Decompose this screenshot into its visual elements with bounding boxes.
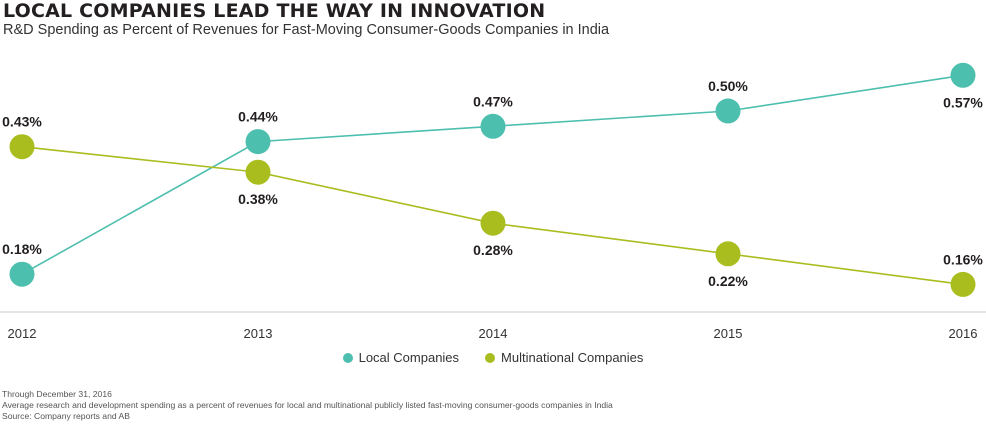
data-point-s1-2016 (950, 271, 976, 297)
data-label-s0-2013: 0.44% (238, 109, 278, 125)
data-label-s1-2015: 0.22% (708, 273, 748, 289)
data-label-s1-2016: 0.16% (943, 251, 983, 267)
x-tick-label-2014: 2014 (479, 326, 508, 341)
data-label-s0-2015: 0.50% (708, 78, 748, 94)
legend-multinational-swatch (485, 352, 496, 363)
legend-local-label: Local Companies (358, 350, 460, 365)
line-chart: 2012 2013 2014 2015 2016 0.18% 0.44% 0.47% 0.50%… (0, 62, 986, 341)
legend-item-multinational: Multinational Companies (485, 350, 643, 365)
footnote-source: Source: Company reports and AB (2, 411, 131, 421)
data-point-s0-2012 (9, 261, 35, 287)
data-point-s1-2012 (9, 134, 35, 160)
legend-local-swatch (342, 352, 353, 363)
data-point-s0-2015 (715, 98, 741, 124)
footnote-description: Average research and development spendin… (2, 400, 613, 410)
data-label-s1-2013: 0.38% (238, 191, 278, 207)
x-tick-label-2013: 2013 (244, 326, 273, 341)
data-label-s0-2014: 0.47% (473, 93, 513, 109)
data-label-s0-2012: 0.18% (2, 241, 42, 257)
data-label-s0-2016: 0.57% (943, 94, 983, 110)
x-tick-label-2016: 2016 (949, 326, 978, 341)
legend-multinational-label: Multinational Companies (501, 350, 644, 365)
legend: Local Companies Multinational Companies (0, 350, 986, 365)
data-label-s1-2014: 0.28% (473, 242, 513, 258)
footnotes: Through December 31, 2016 Average resear… (2, 389, 613, 422)
data-point-s0-2014 (480, 113, 506, 139)
data-label-s1-2012: 0.43% (2, 114, 42, 130)
x-tick-label-2015: 2015 (714, 326, 743, 341)
data-point-s1-2014 (480, 210, 506, 236)
x-tick-label-2012: 2012 (8, 326, 37, 341)
data-point-s0-2016 (950, 62, 976, 88)
data-point-s1-2015 (715, 241, 741, 267)
data-point-s0-2013 (245, 129, 271, 155)
legend-item-local: Local Companies (342, 350, 460, 365)
footnote-date: Through December 31, 2016 (2, 389, 112, 399)
data-point-s1-2013 (245, 159, 271, 185)
chart-subtitle: R&D Spending as Percent of Revenues for … (3, 22, 610, 38)
chart-title: LOCAL COMPANIES LEAD THE WAY IN INNOVATI… (3, 0, 546, 22)
